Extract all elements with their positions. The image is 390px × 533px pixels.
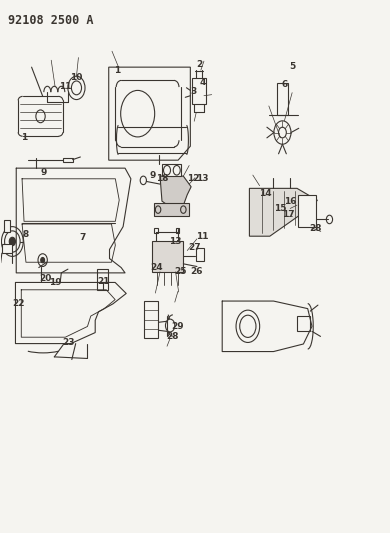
Text: 16: 16 [284,197,296,206]
Bar [298,316,310,332]
Circle shape [326,215,333,224]
Bar [162,165,181,176]
Text: 8: 8 [23,230,29,239]
Text: 27: 27 [189,244,201,253]
Circle shape [274,121,291,144]
Circle shape [165,319,175,332]
Polygon shape [160,176,191,208]
Polygon shape [250,188,317,236]
Text: 24: 24 [150,263,163,272]
Bar [176,228,179,233]
Bar [154,228,158,233]
Circle shape [2,227,23,256]
Circle shape [38,254,47,266]
Text: 6: 6 [281,79,287,88]
Text: 29: 29 [171,321,184,330]
Bar [63,158,73,162]
Text: 18: 18 [156,174,168,183]
Text: 28: 28 [309,224,322,233]
Circle shape [163,165,170,175]
Bar [2,244,12,253]
Circle shape [68,76,85,100]
Circle shape [41,257,44,263]
Text: 10: 10 [70,73,83,82]
Text: 11: 11 [197,232,209,241]
Polygon shape [109,67,190,160]
Text: 92108 2500 A: 92108 2500 A [9,14,94,27]
Text: 14: 14 [259,189,271,198]
Text: 1: 1 [114,67,121,75]
Bar [154,203,189,216]
Text: 26: 26 [190,268,202,276]
Text: 12: 12 [187,174,199,183]
Bar [4,220,10,232]
Text: 15: 15 [274,204,287,213]
Text: 5: 5 [289,62,295,70]
Bar [192,78,206,104]
Text: 17: 17 [282,210,294,219]
Text: 13: 13 [197,174,209,183]
Bar [196,248,204,261]
Text: 13: 13 [169,237,182,246]
Text: 25: 25 [174,268,186,276]
Circle shape [236,310,260,343]
Text: 21: 21 [98,277,110,286]
Text: 20: 20 [39,274,51,283]
Text: 28: 28 [167,332,179,341]
Circle shape [9,237,16,246]
Bar [152,241,183,272]
Text: 1: 1 [21,133,27,142]
Bar [277,83,288,115]
Text: 9: 9 [149,171,156,180]
Text: 22: 22 [12,299,25,308]
Text: 11: 11 [58,82,71,91]
Text: 7: 7 [79,233,85,242]
Bar [97,269,108,290]
Text: 3: 3 [190,86,196,95]
Text: 4: 4 [200,77,206,86]
Circle shape [140,176,146,184]
Circle shape [173,165,180,175]
Bar [144,301,158,338]
Text: 19: 19 [49,278,61,287]
Text: 9: 9 [40,168,47,177]
Text: 2: 2 [196,60,202,69]
Bar [298,195,316,227]
Text: 23: 23 [62,338,75,347]
